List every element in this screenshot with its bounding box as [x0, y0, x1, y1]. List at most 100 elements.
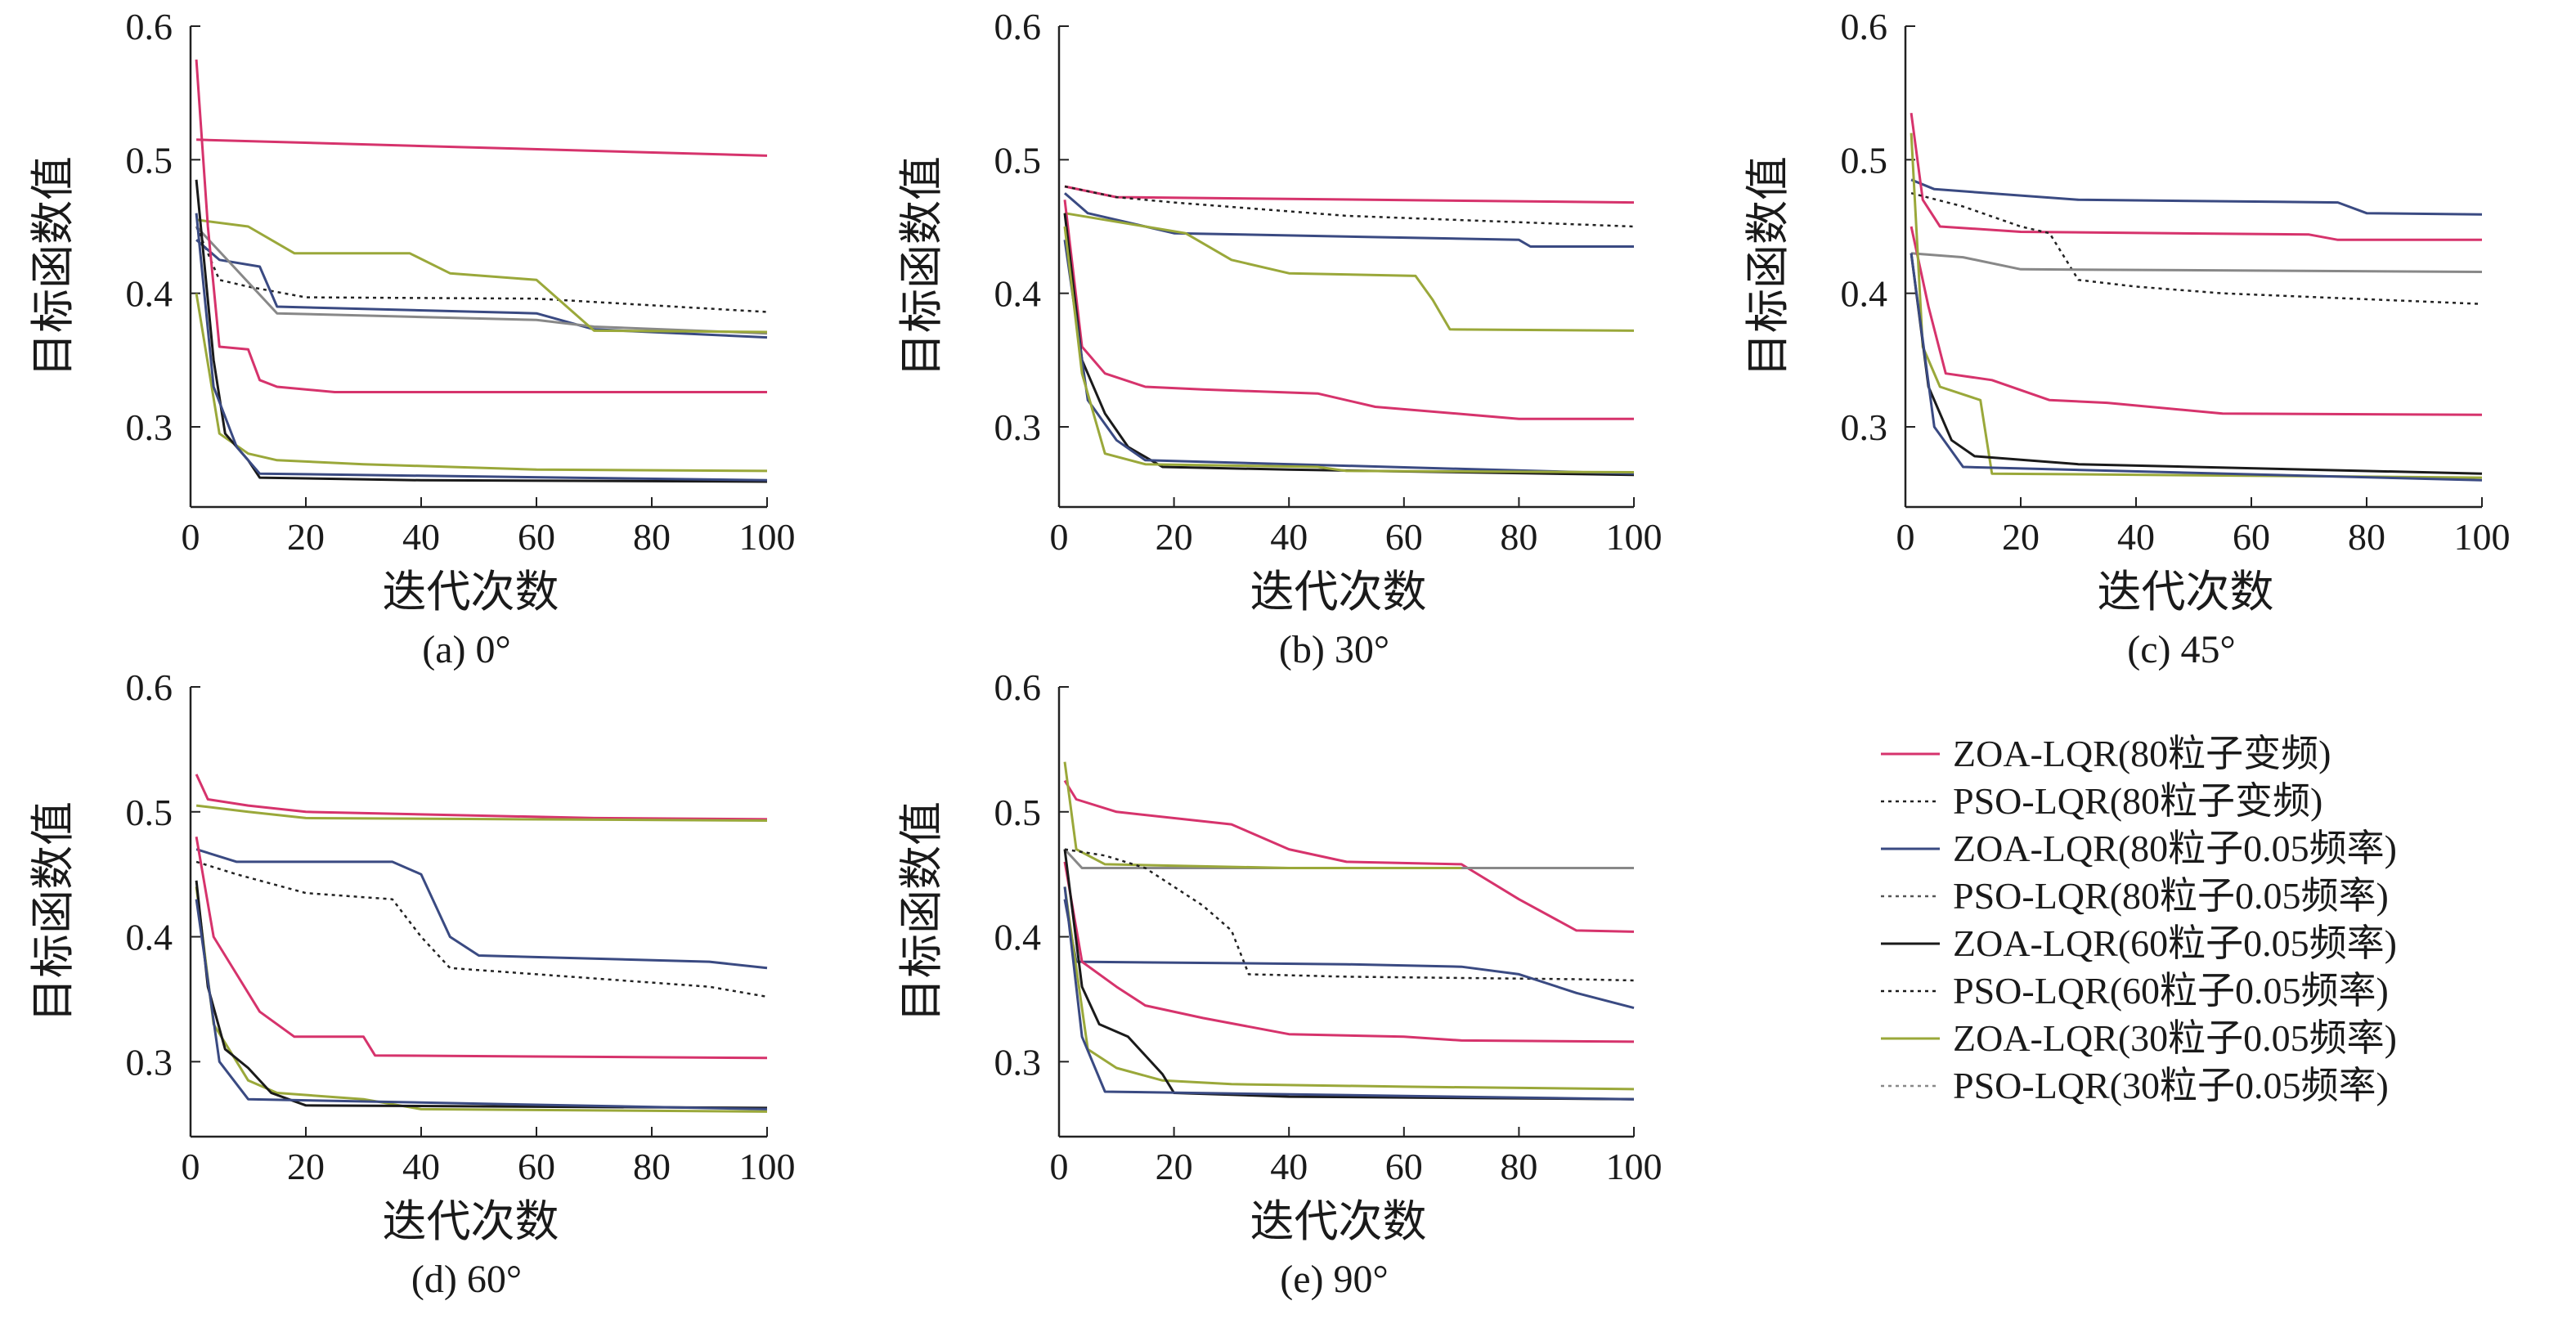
legend-label: PSO-LQR(60粒子0.05频率): [1953, 970, 2389, 1012]
legend: ZOA-LQR(80粒子变频) PSO-LQR(80粒子变频) ZOA-LQR(80…: [1881, 733, 2397, 1106]
y-tick-label: 0.6: [994, 666, 1042, 708]
y-tick-label: 0.3: [994, 1041, 1042, 1083]
x-tick-label: 60: [518, 516, 555, 558]
series-line: [1063, 849, 1635, 1101]
y-tick-label: 0.5: [994, 792, 1042, 833]
series-line: [1063, 861, 1635, 1043]
legend-label: ZOA-LQR(60粒子0.05频率): [1953, 922, 2397, 964]
chart-panel-1: 0 20 40 60 80 100 0.3 0.4 0.5 0.6 迭代次数 目标函数值 (b) 30°: [897, 6, 1663, 671]
series-line: [1910, 113, 2482, 241]
x-tick-label: 40: [1270, 516, 1308, 558]
series-line: [195, 239, 768, 339]
series-line: [1063, 200, 1634, 420]
x-tick-label: 80: [633, 516, 671, 558]
x-tick-label: 0: [182, 516, 200, 558]
series-line: [1064, 185, 1635, 228]
panel-caption: (e) 90°: [1280, 1258, 1388, 1301]
x-tick-label: 60: [1385, 516, 1423, 558]
series-line: [196, 138, 768, 157]
series-line: [195, 293, 768, 473]
x-axis-label: 迭代次数: [1250, 568, 1427, 617]
series-line: [1910, 191, 2483, 305]
chart-panel-3: 0 20 40 60 80 100 0.3 0.4 0.5 0.6 迭代次数 目标函数值 (d) 60°: [29, 666, 796, 1301]
series-line: [1063, 886, 1635, 1101]
y-axis-label: 目标函数值: [897, 801, 946, 1022]
x-tick-label: 20: [1156, 516, 1193, 558]
x-tick-label: 60: [2233, 516, 2270, 558]
series-line: [1064, 192, 1634, 248]
y-axis-label: 目标函数值: [1744, 156, 1793, 377]
y-tick-label: 0.4: [126, 273, 173, 315]
x-tick-label: 60: [518, 1146, 555, 1187]
x-axis-label: 迭代次数: [383, 1197, 559, 1246]
x-tick-label: 40: [2117, 516, 2155, 558]
series-line: [195, 59, 767, 393]
legend-label: ZOA-LQR(80粒子变频): [1953, 733, 2331, 774]
y-tick-label: 0.4: [994, 917, 1042, 958]
panel-caption: (b) 30°: [1279, 628, 1389, 671]
y-tick-label: 0.6: [126, 666, 173, 708]
x-tick-label: 0: [1050, 1146, 1069, 1187]
x-axis-label: 迭代次数: [2098, 568, 2274, 617]
x-axis-label: 迭代次数: [383, 568, 559, 617]
y-tick-label: 0.3: [994, 406, 1042, 448]
y-tick-label: 0.5: [126, 139, 173, 181]
x-tick-label: 80: [2348, 516, 2385, 558]
x-tick-label: 40: [402, 516, 440, 558]
series-line: [195, 804, 768, 822]
y-tick-label: 0.3: [126, 1041, 173, 1083]
legend-label: ZOA-LQR(30粒子0.05频率): [1953, 1017, 2397, 1059]
panel-caption: (a) 0°: [422, 628, 510, 671]
x-tick-label: 0: [1896, 516, 1915, 558]
y-tick-label: 0.3: [1841, 406, 1888, 448]
y-axis-label: 目标函数值: [897, 156, 946, 377]
series-line: [1063, 761, 1462, 869]
x-tick-label: 20: [1156, 1146, 1193, 1187]
series-line: [1064, 848, 1635, 982]
series-line: [1910, 252, 2483, 273]
series-line: [1063, 213, 1635, 477]
y-axis-label: 目标函数值: [29, 156, 78, 377]
x-tick-label: 100: [1606, 516, 1663, 558]
x-tick-label: 60: [1385, 1146, 1423, 1187]
series-line: [195, 886, 768, 1113]
series-line: [1910, 253, 2483, 482]
series-line: [1063, 240, 1635, 475]
series-line: [195, 848, 768, 970]
y-axis-label: 目标函数值: [29, 801, 78, 1022]
x-tick-label: 20: [287, 1146, 325, 1187]
x-tick-label: 100: [739, 1146, 796, 1187]
series-line: [195, 860, 768, 998]
y-tick-label: 0.5: [126, 792, 173, 833]
series-line: [195, 218, 768, 334]
y-tick-label: 0.6: [994, 6, 1042, 47]
series-line: [1064, 212, 1635, 332]
y-tick-label: 0.5: [994, 139, 1042, 181]
series-line: [1910, 253, 2483, 475]
x-tick-label: 20: [287, 516, 325, 558]
series-line: [1063, 779, 1635, 933]
chart-panel-0: 0 20 40 60 80 100 0.3 0.4 0.5 0.6 迭代次数 目标函数值 (a) 0°: [29, 6, 796, 671]
legend-label: PSO-LQR(30粒子0.05频率): [1953, 1065, 2389, 1106]
y-tick-label: 0.4: [126, 917, 173, 958]
x-tick-label: 40: [1270, 1146, 1308, 1187]
y-tick-label: 0.3: [126, 406, 173, 448]
series-line: [1064, 185, 1635, 204]
series-line: [1910, 132, 2483, 479]
series-line: [195, 225, 768, 335]
series-line: [1910, 226, 2483, 416]
y-tick-label: 0.6: [1841, 6, 1888, 47]
x-tick-label: 80: [1500, 1146, 1537, 1187]
panel-caption: (d) 60°: [411, 1258, 522, 1301]
x-tick-label: 40: [402, 1146, 440, 1187]
series-line: [1063, 226, 1635, 473]
series-line: [195, 899, 768, 1110]
x-tick-label: 0: [1050, 516, 1069, 558]
y-tick-label: 0.4: [1841, 273, 1888, 315]
series-line: [195, 213, 768, 482]
x-tick-label: 100: [1606, 1146, 1663, 1187]
series-line: [1910, 178, 2483, 216]
x-tick-label: 100: [2454, 516, 2511, 558]
legend-label: PSO-LQR(80粒子变频): [1953, 780, 2322, 822]
